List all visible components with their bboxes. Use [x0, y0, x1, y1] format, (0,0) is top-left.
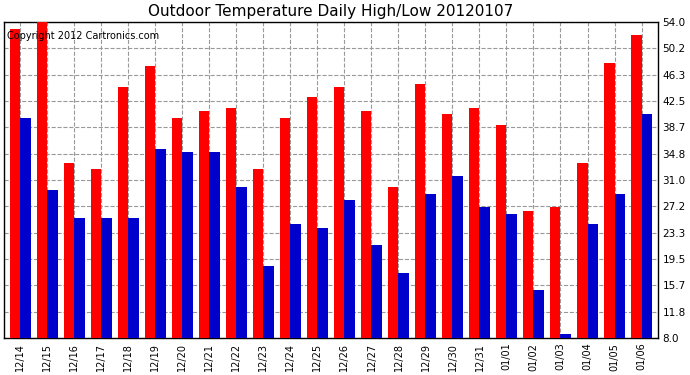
Bar: [334, 87, 344, 375]
Bar: [642, 114, 652, 375]
Bar: [371, 245, 382, 375]
Bar: [101, 217, 112, 375]
Bar: [64, 163, 75, 375]
Title: Outdoor Temperature Daily High/Low 20120107: Outdoor Temperature Daily High/Low 20120…: [148, 4, 513, 19]
Bar: [469, 108, 480, 375]
Bar: [587, 225, 598, 375]
Bar: [442, 114, 453, 375]
Bar: [145, 66, 155, 375]
Bar: [344, 200, 355, 375]
Bar: [398, 273, 408, 375]
Bar: [415, 84, 426, 375]
Bar: [155, 149, 166, 375]
Bar: [631, 36, 642, 375]
Bar: [10, 28, 21, 375]
Bar: [506, 214, 517, 375]
Bar: [307, 98, 317, 375]
Bar: [172, 118, 182, 375]
Bar: [264, 266, 274, 375]
Bar: [615, 194, 624, 375]
Bar: [226, 108, 237, 375]
Bar: [578, 163, 587, 375]
Bar: [496, 125, 506, 375]
Bar: [290, 225, 301, 375]
Bar: [199, 111, 210, 375]
Bar: [182, 152, 193, 375]
Bar: [480, 207, 490, 375]
Bar: [128, 217, 139, 375]
Bar: [118, 87, 128, 375]
Bar: [426, 194, 435, 375]
Bar: [560, 334, 571, 375]
Bar: [388, 187, 398, 375]
Bar: [523, 211, 533, 375]
Bar: [91, 170, 101, 375]
Bar: [48, 190, 58, 375]
Bar: [533, 290, 544, 375]
Bar: [210, 152, 219, 375]
Bar: [37, 22, 48, 375]
Bar: [280, 118, 290, 375]
Bar: [317, 228, 328, 375]
Bar: [361, 111, 371, 375]
Bar: [253, 170, 264, 375]
Bar: [604, 63, 615, 375]
Bar: [550, 207, 560, 375]
Bar: [237, 187, 247, 375]
Bar: [75, 217, 85, 375]
Bar: [21, 118, 30, 375]
Bar: [453, 176, 463, 375]
Text: Copyright 2012 Cartronics.com: Copyright 2012 Cartronics.com: [8, 31, 159, 41]
